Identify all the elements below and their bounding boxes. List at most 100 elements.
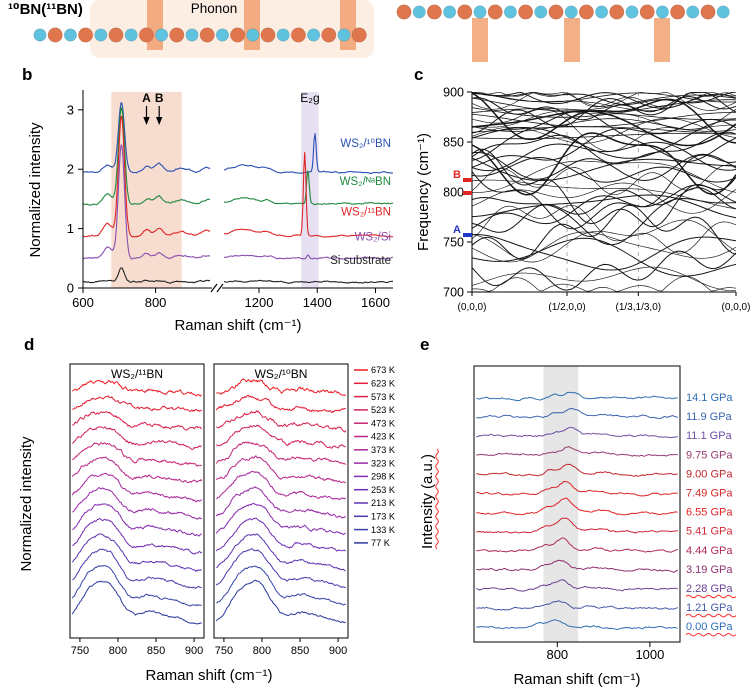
- temp-spectrum: [215, 517, 347, 552]
- legend-label: 473 K: [371, 418, 396, 428]
- temp-spectrum: [72, 503, 202, 537]
- atom: [548, 4, 564, 20]
- phonon-branch: [472, 234, 736, 271]
- atom: [94, 28, 108, 42]
- pressure-spectrum: [476, 426, 678, 439]
- atom: [215, 28, 229, 42]
- temp-spectrum: [216, 565, 346, 606]
- x-tick-label: 600: [72, 295, 94, 310]
- mode-marker: [463, 233, 472, 237]
- atom: [396, 4, 412, 20]
- x-tick-label: 1000: [635, 647, 664, 662]
- phonon-branch: [472, 92, 736, 111]
- phonon-branch: [472, 184, 736, 229]
- phonon-branch: [472, 164, 736, 196]
- legend-label: 423 K: [371, 432, 396, 442]
- axis-line: [216, 283, 224, 293]
- x-tick-label: (0,0,0): [722, 302, 750, 313]
- atom: [686, 5, 700, 19]
- atom: [246, 28, 260, 42]
- temp-spectrum: [71, 442, 202, 467]
- y-tick-label: 900: [443, 86, 464, 100]
- atom: [33, 28, 47, 42]
- x-tick-label: 850: [291, 645, 309, 657]
- temp-spectrum: [215, 579, 346, 624]
- phonon-branch: [472, 157, 736, 182]
- atom: [609, 4, 625, 20]
- pressure-spectrum: [476, 517, 678, 534]
- atom: [155, 28, 169, 42]
- atom: [578, 4, 594, 20]
- panel-d-temperature-raman-chart: WS₂/¹¹BN 750 800 850 900 WS₂/¹⁰BN 750 800 850 900…: [18, 363, 396, 684]
- phonon-branch: [472, 204, 736, 260]
- legend-label: 77 K: [371, 538, 391, 548]
- temp-spectrum: [71, 565, 202, 607]
- x-tick-label: 900: [329, 645, 347, 657]
- phonon-beam: [147, 0, 163, 50]
- pressure-label: 5.41 GPa: [686, 526, 733, 538]
- atom: [78, 27, 94, 43]
- atom: [412, 5, 426, 19]
- temp-spectrum: [215, 394, 346, 414]
- y-tick-label: 1: [67, 221, 74, 236]
- temp-spectrum: [71, 580, 202, 625]
- pressure-spectrum: [476, 446, 678, 457]
- y-axis-title-group: Intensity (a.u.): [419, 448, 439, 550]
- pressure-label: 7.49 GPa: [686, 488, 733, 500]
- phonon-branch: [472, 92, 736, 134]
- phonon-branch: [472, 92, 736, 109]
- spectra-group: [476, 391, 678, 631]
- y-tick-label: 700: [443, 286, 464, 300]
- temp-spectrum: [216, 533, 346, 572]
- phonon-branch: [472, 219, 736, 263]
- annotation: B: [155, 91, 164, 105]
- isotope-label: ¹⁰BN(¹¹BN): [8, 1, 83, 18]
- legend-label: 298 K: [371, 472, 396, 482]
- x-tick-label: 800: [253, 645, 271, 657]
- temp-spectrum: [72, 395, 203, 412]
- spellcheck-underline: [685, 594, 737, 599]
- atom: [199, 27, 215, 43]
- x-tick-label: 1600: [361, 295, 390, 310]
- mode-marker-label: A: [453, 224, 461, 236]
- mode-marker: [463, 178, 472, 182]
- phonon-branch: [472, 204, 736, 254]
- phonon-beam: [472, 18, 488, 62]
- panel-e-pressure-raman-chart: 14.1 GPa 11.9 GPa 11.1 GPa 9.75 GPa 9.00 GPa…: [419, 365, 737, 688]
- x-tick-label: 850: [147, 645, 165, 657]
- legend-label: 523 K: [371, 405, 396, 415]
- atom: [473, 5, 487, 19]
- temp-spectrum: [215, 455, 347, 484]
- pressure-spectrum: [476, 537, 678, 553]
- pressure-label: 11.1 GPa: [686, 430, 733, 442]
- plot-frame: [213, 363, 349, 639]
- panel-c-phonon-dispersion-chart: 700 750 800 850 900 (0,0,0) (1/2,0,0) (1/3,1/3,…: [415, 86, 750, 314]
- pressure-spectrum: [476, 497, 678, 516]
- phonon-branch: [472, 197, 736, 246]
- temp-spectrum: [71, 472, 203, 503]
- spectra-group: [83, 102, 393, 284]
- phonon-branch: [472, 275, 736, 292]
- phonon-branch: [472, 237, 736, 277]
- temp-spectrum: [215, 502, 346, 536]
- y-axis-title: Normalized intensity: [18, 436, 35, 572]
- phonon-branch: [472, 94, 736, 112]
- series-label: WS₂/¹⁰BN: [340, 138, 391, 150]
- phonon-branch: [472, 118, 736, 168]
- atom: [625, 5, 639, 19]
- panel-label-e: e: [420, 335, 430, 354]
- pressure-spectrum: [476, 481, 678, 497]
- phonon-branch: [472, 111, 736, 128]
- legend-label: 323 K: [371, 458, 396, 468]
- pressure-spectrum: [476, 600, 678, 611]
- temp-spectrum: [72, 379, 202, 397]
- annotation: E₂g: [300, 91, 319, 105]
- phonon-branch: [472, 110, 736, 147]
- panel-b-raman-spectra-chart: WS₂/¹⁰BN WS₂/ᴺᵃBN WS₂/¹¹BN WS₂/Si Si substra…: [27, 90, 393, 334]
- temp-spectrum: [72, 411, 202, 431]
- phonon-branch: [472, 250, 736, 291]
- raman-spectrum: [223, 279, 393, 284]
- pressure-label: 2.28 GPa: [686, 583, 733, 595]
- phonon-beam: [654, 18, 670, 62]
